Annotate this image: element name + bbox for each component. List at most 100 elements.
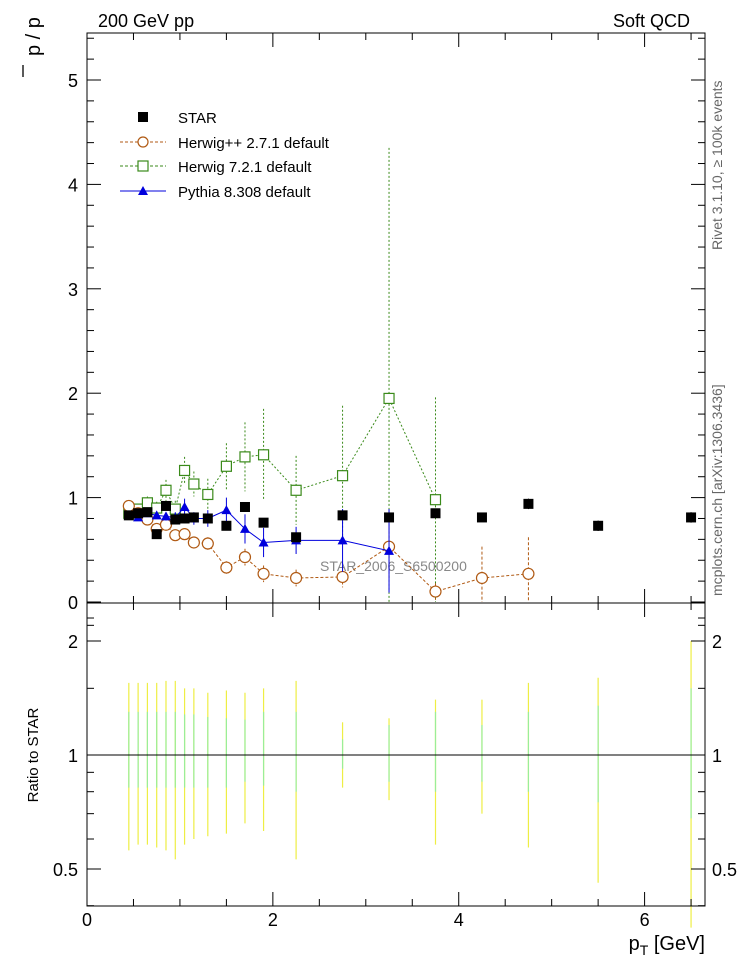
data-point-herwig7	[188, 478, 200, 490]
data-point-herwigpp	[238, 551, 252, 564]
data-point-star	[123, 510, 134, 521]
data-point-herwig7	[178, 464, 191, 477]
x-tick-label: 6	[640, 910, 650, 930]
ratio-ytick-label-right: 1	[712, 746, 722, 766]
x-tick-label: 2	[268, 910, 278, 930]
xlabel-main: p	[629, 933, 640, 955]
legend-marker-star	[138, 112, 148, 122]
legend-label-star: STAR	[178, 110, 217, 127]
legend-marker-herwig7	[137, 160, 149, 172]
data-point-pythia	[337, 535, 348, 545]
data-point-herwigpp	[159, 518, 173, 531]
data-point-herwig7	[160, 484, 172, 496]
data-point-star	[593, 520, 604, 531]
main-ytick-label: 0	[68, 593, 78, 613]
data-point-star	[142, 507, 153, 518]
ratio-ylabel: Ratio to STAR	[25, 707, 42, 802]
legend-label-herwigpp: Herwig++ 2.7.1 default	[178, 135, 330, 152]
main-ytick-label: 4	[68, 175, 78, 195]
series-star	[123, 498, 697, 543]
data-point-star	[258, 517, 269, 528]
data-point-star	[291, 532, 302, 543]
main-panel: 0 1 2 3 4 5 STAR_2006_S6500200	[68, 32, 706, 613]
ratio-ytick-label-right: 2	[712, 632, 722, 652]
data-point-star	[239, 501, 250, 512]
data-point-herwig7	[383, 392, 395, 405]
data-point-herwig7	[336, 470, 349, 482]
data-point-pythia	[384, 545, 395, 555]
legend-entry-herwigpp: Herwig++ 2.7.1 default	[120, 135, 330, 152]
rivet-label-group: Rivet 3.1.10, ≥ 100k events	[709, 80, 725, 250]
ratio-ylabel-group: Ratio to STAR	[25, 707, 42, 802]
data-point-star	[476, 512, 487, 523]
mcplots-label-group: mcplots.cern.ch [arXiv:1306.3436]	[709, 384, 725, 596]
data-point-herwigpp	[201, 537, 214, 550]
data-point-star	[686, 512, 697, 523]
series-herwig-7-2-1-default	[123, 147, 442, 602]
ratio-band-layer	[87, 641, 705, 928]
data-point-herwigpp	[289, 571, 303, 585]
data-point-star	[430, 508, 441, 519]
legend-marker-herwigpp	[137, 136, 149, 148]
header-right: Soft QCD	[613, 11, 690, 31]
data-point-herwig7	[257, 449, 270, 461]
ratio-ytick-label: 0.5	[53, 860, 78, 880]
data-point-herwigpp	[429, 585, 442, 598]
header-left: 200 GeV pp	[98, 11, 194, 31]
data-point-pythia	[239, 523, 250, 533]
data-point-star	[133, 508, 144, 519]
main-ytick-label: 3	[68, 280, 78, 300]
data-point-star	[202, 513, 213, 524]
ylabel-rest: / p	[23, 17, 45, 45]
rivet-label: Rivet 3.1.10, ≥ 100k events	[709, 80, 725, 250]
data-point-herwig7	[290, 484, 302, 496]
data-point-pythia	[221, 505, 232, 515]
ratio-panel: 0.5 0.5 1 1 2 2	[53, 602, 737, 928]
data-point-pythia	[179, 501, 190, 511]
main-ytick-label: 5	[68, 71, 78, 91]
data-point-star	[523, 498, 534, 509]
ylabel-bar-letter: p	[23, 45, 45, 56]
ratio-ytick-label: 1	[68, 746, 78, 766]
x-tick-label: 4	[454, 910, 464, 930]
data-point-herwigpp	[178, 528, 191, 541]
legend-marker-pythia	[138, 186, 148, 195]
legend: STAR Herwig++ 2.7.1 default Herwig 7.2.1…	[120, 110, 330, 201]
data-point-herwig7	[429, 494, 442, 506]
data-point-herwig7	[220, 460, 232, 472]
main-ylabel: p / p	[22, 17, 45, 77]
ratio-frame	[86, 602, 706, 907]
x-tick-label: 0	[82, 910, 92, 930]
data-point-star	[188, 512, 199, 523]
data-point-pythia	[160, 511, 171, 521]
main-series-layer	[122, 147, 697, 602]
data-point-star	[384, 512, 395, 523]
data-point-herwig7	[141, 497, 154, 509]
analysis-watermark: STAR_2006_S6500200	[320, 558, 467, 574]
mcplots-label: mcplots.cern.ch [arXiv:1306.3436]	[709, 384, 725, 596]
series-pythia-8-308-default	[123, 497, 395, 593]
data-point-herwig7	[239, 451, 251, 463]
series-line	[128, 397, 436, 514]
data-point-star	[160, 500, 171, 511]
legend-entry-herwig7: Herwig 7.2.1 default	[120, 159, 312, 176]
x-axis-label: pT [GeV]	[629, 933, 705, 958]
main-ytick-label: 1	[68, 489, 78, 509]
legend-label-pythia: Pythia 8.308 default	[178, 184, 311, 201]
legend-label-herwig7: Herwig 7.2.1 default	[178, 159, 312, 176]
data-point-herwig7	[202, 488, 214, 501]
data-point-pythia	[151, 510, 162, 520]
data-point-star	[179, 513, 190, 524]
data-point-star	[170, 514, 181, 525]
data-point-herwigpp	[336, 570, 349, 584]
ratio-ytick-label-right: 0.5	[712, 860, 737, 880]
series-line	[128, 505, 529, 593]
main-ytick-label: 2	[68, 384, 78, 404]
data-point-star	[337, 510, 348, 521]
data-point-herwigpp	[122, 499, 135, 513]
data-point-star	[151, 529, 162, 540]
x-tick-labels: 0 2 4 6	[82, 910, 650, 930]
data-point-herwigpp	[475, 571, 489, 585]
data-point-herwigpp	[220, 561, 233, 574]
